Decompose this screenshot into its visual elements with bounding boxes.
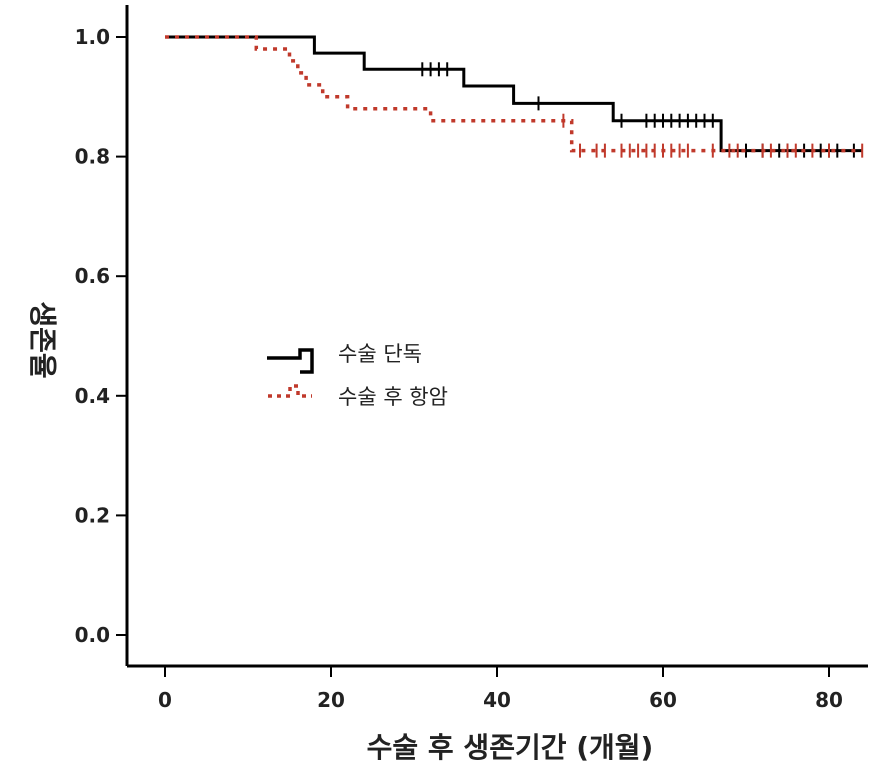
series-1 — [165, 35, 864, 158]
series-0 — [165, 35, 863, 158]
legend-symbol-surgery-chemo — [268, 384, 312, 398]
x-tick-label: 60 — [649, 688, 677, 712]
y-tick-label: 0.8 — [75, 145, 110, 169]
x-tick-label: 40 — [483, 688, 511, 712]
legend: 수술 단독 수술 후 항암 — [267, 342, 448, 409]
legend-item-surgery-alone: 수술 단독 — [267, 342, 422, 374]
legend-label-surgery-chemo: 수술 후 항암 — [338, 385, 448, 409]
y-axis-title: 생존율 — [26, 301, 59, 378]
x-ticks: 0 20 40 60 80 — [158, 666, 843, 712]
y-tick-label: 0.6 — [75, 264, 110, 288]
y-tick-label: 0.2 — [75, 503, 110, 527]
series-line-1 — [165, 35, 863, 153]
legend-label-surgery-alone: 수술 단독 — [338, 342, 422, 366]
x-axis-title: 수술 후 생존기간 (개월) — [367, 731, 654, 764]
series-line-0 — [165, 35, 863, 153]
y-tick-label: 0.0 — [75, 623, 110, 647]
legend-symbol-surgery-alone — [267, 348, 314, 374]
legend-item-surgery-chemo: 수술 후 항암 — [268, 384, 448, 409]
y-tick-label: 0.4 — [75, 384, 110, 408]
y-ticks: 0.0 0.2 0.4 0.6 0.8 1.0 — [75, 25, 127, 647]
x-tick-label: 80 — [815, 688, 843, 712]
x-tick-label: 0 — [158, 688, 172, 712]
x-tick-label: 20 — [317, 688, 345, 712]
series-layer — [165, 35, 864, 158]
axes — [125, 5, 868, 668]
y-tick-label: 1.0 — [75, 25, 110, 49]
